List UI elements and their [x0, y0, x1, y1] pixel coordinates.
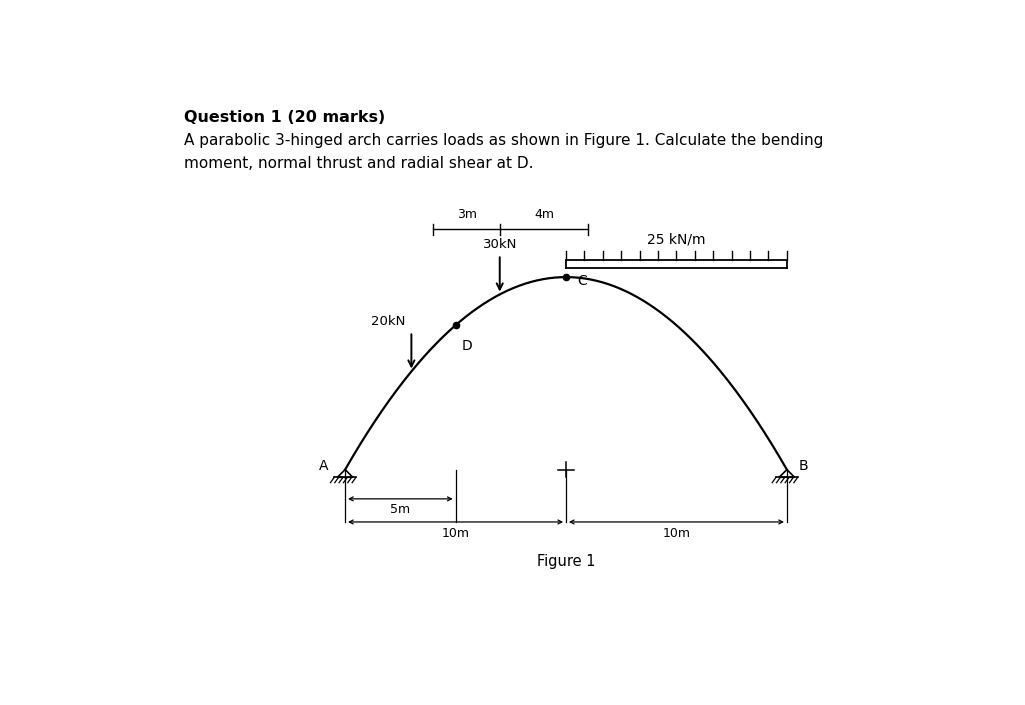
Text: A: A: [319, 459, 328, 473]
Text: B: B: [798, 459, 808, 473]
Text: 3m: 3m: [456, 208, 477, 221]
Text: 25 kN/m: 25 kN/m: [647, 233, 705, 246]
Text: C: C: [577, 274, 586, 288]
Text: 5m: 5m: [391, 503, 410, 517]
Text: 4m: 4m: [534, 208, 554, 221]
Text: moment, normal thrust and radial shear at D.: moment, normal thrust and radial shear a…: [183, 157, 533, 171]
Text: D: D: [461, 339, 473, 353]
Text: Question 1 (20 marks): Question 1 (20 marks): [183, 110, 385, 125]
Text: 10m: 10m: [442, 527, 469, 539]
Text: 20kN: 20kN: [371, 315, 405, 329]
Text: A parabolic 3-hinged arch carries loads as shown in Figure 1. Calculate the bend: A parabolic 3-hinged arch carries loads …: [183, 133, 823, 148]
Text: 30kN: 30kN: [483, 238, 517, 251]
Text: 10m: 10m: [662, 527, 691, 539]
Text: Figure 1: Figure 1: [537, 554, 596, 570]
